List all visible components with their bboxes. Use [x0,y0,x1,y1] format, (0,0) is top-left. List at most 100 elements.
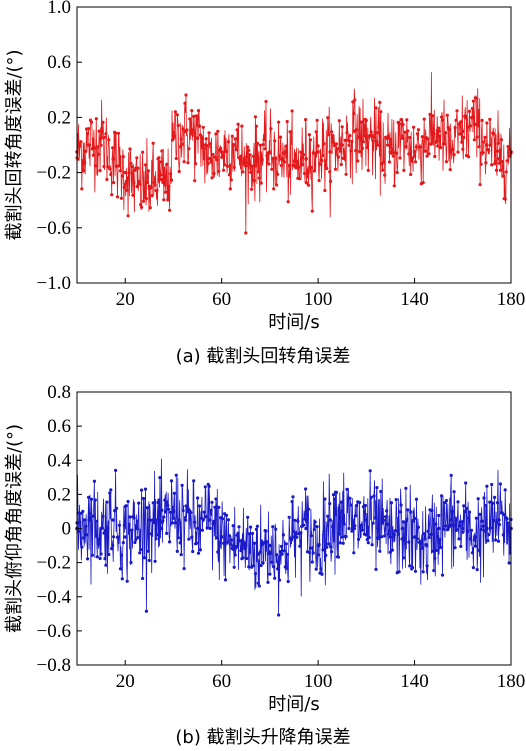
data-point [472,538,476,542]
data-point [411,156,415,160]
data-point [459,544,463,549]
y-tick-label: −1.0 [37,273,71,294]
data-point [409,172,413,177]
data-point [159,173,163,177]
data-point [132,181,136,185]
data-point [97,129,101,133]
data-point [182,567,186,571]
data-point [118,169,122,173]
data-point [422,117,426,121]
data-point [299,150,303,154]
data-point [164,510,168,514]
data-point [395,170,399,175]
data-point [101,514,105,519]
data-point [303,171,307,176]
data-point [152,180,156,185]
data-point [396,532,400,536]
data-point [225,540,230,544]
data-point [379,110,383,114]
data-point [377,125,381,129]
data-point [174,473,178,477]
data-point [135,156,139,160]
data-point [141,199,146,203]
data-point [304,181,309,185]
y-tick-label: 1.0 [47,0,71,18]
data-point-anchor [183,518,188,522]
data-point [165,531,169,536]
data-point [342,522,346,526]
data-point [206,161,210,166]
data-point [397,122,401,126]
data-point-anchor [352,129,357,133]
data-point [181,127,185,131]
data-point [328,170,332,174]
data-point [222,168,226,172]
data-point [262,138,266,142]
data-point [211,522,215,526]
data-point [129,161,133,166]
data-point [258,143,262,147]
data-point [207,131,211,135]
data-point [253,115,257,119]
data-point [84,149,88,153]
data-point [314,567,318,571]
data-point [452,153,456,157]
data-point [456,150,460,154]
data-point [269,127,273,131]
data-point [286,579,290,584]
data-point [440,115,444,119]
data-point [168,208,172,212]
data-point [163,498,167,502]
data-point [215,158,219,162]
data-point-anchor [244,543,248,548]
data-point [403,130,407,134]
data-point [248,532,252,536]
data-point [389,501,393,505]
data-point [345,487,349,491]
data-point [480,519,484,523]
data-point [245,556,249,561]
data-point [333,167,338,171]
data-point [438,538,442,542]
data-point-anchor [231,143,236,147]
data-point [196,496,200,500]
data-point-anchor [135,526,140,531]
x-tick-label: 60 [212,289,231,310]
data-point [131,193,135,197]
data-point [233,137,237,141]
data-point [473,544,477,548]
data-point-anchor [111,157,115,161]
data-point [398,156,402,160]
data-point-anchor [473,535,477,539]
data-point [327,542,331,546]
data-point [490,482,494,487]
data-point [464,481,468,485]
data-point [506,521,510,525]
data-point [176,123,180,128]
data-point [449,473,453,477]
data-point [336,555,340,559]
data-point [304,487,308,491]
data-point [232,565,236,569]
data-point [452,490,456,494]
data-point [139,203,143,207]
data-point [321,548,325,552]
data-point [96,542,100,546]
data-point [225,164,230,168]
data-point [120,174,124,178]
data-point [326,116,330,120]
data-point [119,553,123,557]
data-point [468,537,473,541]
data-point [381,168,385,172]
data-point [498,168,502,172]
data-point [227,173,231,177]
y-tick-label: −0.6 [37,621,71,642]
data-point [177,169,181,174]
data-point [386,532,391,536]
data-point [316,144,320,148]
data-point [440,573,445,577]
data-point [102,531,106,535]
data-point [502,513,506,517]
data-point [224,513,229,518]
data-point [327,133,331,137]
